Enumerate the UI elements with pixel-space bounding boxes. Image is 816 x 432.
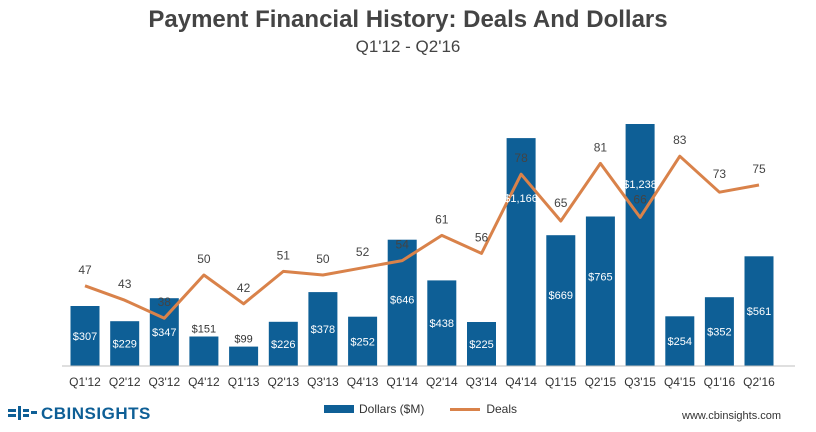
deal-label-8: 54	[396, 238, 410, 252]
deal-label-3: 50	[197, 252, 211, 266]
bar-label-10: $225	[469, 339, 493, 351]
deal-label-13: 81	[594, 140, 608, 154]
bar-0	[70, 306, 100, 366]
x-tick-13: Q2'15	[585, 375, 617, 389]
bar-10	[467, 322, 496, 366]
chart-title: Payment Financial History: Deals And Dol…	[148, 6, 668, 33]
x-tick-16: Q1'16	[704, 375, 736, 389]
bar-1	[110, 321, 140, 366]
deal-label-0: 47	[78, 263, 92, 277]
bar-label-17: $561	[747, 306, 771, 318]
deal-label-1: 43	[118, 277, 132, 291]
bar-label-16: $352	[707, 327, 731, 339]
bar-label-4: $99	[234, 334, 252, 346]
deal-label-5: 51	[277, 248, 291, 262]
x-tick-8: Q1'14	[386, 375, 418, 389]
x-tick-10: Q3'14	[466, 375, 498, 389]
legend: Dollars ($M) Deals	[324, 402, 543, 416]
bar-label-3: $151	[192, 324, 216, 336]
bar-label-15: $254	[668, 336, 692, 348]
x-tick-0: Q1'12	[69, 375, 101, 389]
deal-label-16: 73	[713, 167, 727, 181]
x-tick-14: Q3'15	[624, 375, 656, 389]
bar-label-0: $307	[73, 331, 97, 343]
bar-5	[268, 321, 298, 366]
x-tick-5: Q2'13	[267, 375, 299, 389]
deal-label-12: 65	[554, 196, 568, 210]
cbinsights-logo-icon	[8, 406, 37, 420]
bar-4	[229, 346, 259, 366]
bar-17	[744, 256, 774, 366]
legend-swatch-deals	[450, 407, 481, 411]
legend-label-dollars: Dollars ($M)	[359, 402, 425, 416]
bar-label-13: $765	[588, 272, 612, 284]
bar-label-5: $226	[271, 339, 295, 351]
deal-label-11: 78	[514, 151, 528, 165]
legend-label-deals: Deals	[486, 402, 518, 416]
deal-label-7: 52	[356, 245, 370, 259]
deal-label-15: 83	[673, 133, 687, 147]
x-tick-6: Q3'13	[307, 375, 339, 389]
x-tick-17: Q2'16	[743, 375, 775, 389]
bar-9	[427, 280, 457, 366]
deal-labels-group: 47 43 38 50 42 51 50 52 54 61 56 78 65 81 66 83 73 75	[78, 133, 766, 309]
bar-label-14: $1,238	[623, 179, 657, 191]
bar-label-2: $347	[152, 327, 176, 339]
bar-6	[308, 292, 338, 366]
chart-subtitle: Q1'12 - Q2'16	[355, 37, 461, 56]
bar-label-11: $1,166	[504, 193, 538, 205]
bar-label-9: $438	[430, 318, 454, 330]
bar-13	[585, 216, 615, 366]
bar-3	[189, 336, 219, 366]
deal-label-14: 66	[633, 192, 647, 206]
deal-label-2: 38	[158, 295, 172, 309]
bar-label-8: $646	[390, 295, 414, 307]
x-tick-11: Q4'14	[505, 375, 537, 389]
x-tick-12: Q1'15	[545, 375, 577, 389]
bar-label-7: $252	[350, 336, 374, 348]
deal-label-9: 61	[435, 212, 449, 226]
x-tick-2: Q3'12	[148, 375, 180, 389]
bars-group	[70, 124, 774, 366]
legend-item-deals: Deals	[450, 402, 517, 416]
bar-label-12: $669	[549, 290, 573, 302]
bar-16	[704, 297, 734, 366]
x-tick-9: Q2'14	[426, 375, 458, 389]
bar-11	[506, 138, 536, 366]
deals-line	[84, 154, 760, 320]
bar-label-6: $378	[311, 324, 335, 336]
deal-label-6: 50	[316, 252, 330, 266]
x-tick-15: Q4'15	[664, 375, 696, 389]
logo-text: CBINSIGHTS	[41, 404, 151, 423]
bar-7	[348, 316, 378, 366]
x-tick-3: Q4'12	[188, 375, 220, 389]
website-url: www.cbinsights.com	[682, 410, 782, 422]
bar-14	[625, 124, 655, 366]
x-tick-1: Q2'12	[109, 375, 141, 389]
deal-label-10: 56	[475, 230, 489, 244]
legend-swatch-dollars	[324, 405, 354, 413]
x-tick-4: Q1'13	[228, 375, 260, 389]
x-tick-7: Q4'13	[347, 375, 379, 389]
bar-15	[665, 316, 695, 366]
legend-item-dollars: Dollars ($M)	[324, 402, 424, 416]
deal-label-4: 42	[237, 281, 251, 295]
bar-label-1: $229	[112, 339, 136, 351]
x-tick-labels-group: Q1'12 Q2'12 Q3'12 Q4'12 Q1'13 Q2'13 Q3'13 Q4'13…	[69, 375, 775, 389]
bar-labels-group: $307 $229 $347 $151 $99 $226 $378 $252 $646 $438 $…	[73, 179, 771, 351]
deal-label-17: 75	[752, 162, 766, 176]
cbinsights-logo: CBINSIGHTS	[8, 404, 151, 424]
bar-12	[546, 235, 576, 366]
